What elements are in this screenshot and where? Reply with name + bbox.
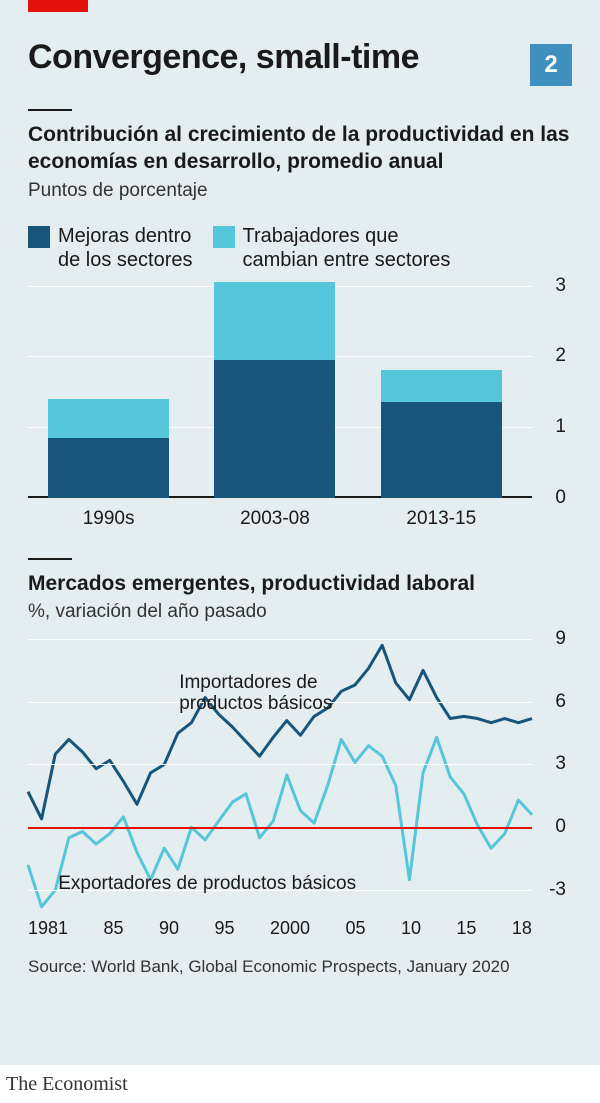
bar-group: 2003-08 xyxy=(214,286,335,498)
x-tick-label: 2003-08 xyxy=(214,498,335,530)
x-tick-label: 05 xyxy=(345,918,365,939)
x-tick-label: 90 xyxy=(159,918,179,939)
x-tick-label: 1990s xyxy=(48,498,169,530)
bar-chart: 01231990s2003-082013-15 xyxy=(28,286,572,526)
series-label: Exportadores de productos básicos xyxy=(58,873,356,895)
gridline xyxy=(28,639,532,640)
y-tick-label: 9 xyxy=(555,628,566,650)
line-subtitle: Mercados emergentes, productividad labor… xyxy=(28,570,572,597)
bar-seg-within xyxy=(48,438,169,498)
x-tick-label: 85 xyxy=(104,918,124,939)
bar-seg-within xyxy=(381,402,502,497)
section-rule xyxy=(28,109,72,111)
x-tick-label: 15 xyxy=(456,918,476,939)
chart-card: 2 Convergence, small-time Contribución a… xyxy=(0,0,600,1065)
line-chart: -30369Importadores deproductos básicosEx… xyxy=(28,639,572,939)
legend-item: Trabajadores quecambian entre sectores xyxy=(213,224,451,272)
bar-seg-between xyxy=(48,399,169,438)
bar-units: Puntos de porcentaje xyxy=(28,180,572,202)
gridline xyxy=(28,764,532,765)
bar-seg-between xyxy=(381,370,502,402)
y-tick-label: 6 xyxy=(555,691,566,713)
y-tick-label: 2 xyxy=(555,345,566,367)
legend-item: Mejoras dentrode los sectores xyxy=(28,224,193,272)
top-red-tab xyxy=(28,0,88,12)
x-tick-label: 95 xyxy=(214,918,234,939)
x-tick-label: 18 xyxy=(512,918,532,939)
legend-label: Mejoras dentrode los sectores xyxy=(58,224,193,272)
bar-subtitle: Contribución al crecimiento de la produc… xyxy=(28,121,572,176)
bar-seg-within xyxy=(214,360,335,498)
legend-swatch xyxy=(28,226,50,248)
series-label: Importadores deproductos básicos xyxy=(179,672,332,716)
y-tick-label: 0 xyxy=(555,487,566,509)
x-tick-label: 10 xyxy=(401,918,421,939)
chart-index-badge: 2 xyxy=(530,44,572,86)
x-tick-label: 2013-15 xyxy=(381,498,502,530)
chart-title: Convergence, small-time xyxy=(28,0,572,77)
y-tick-label: 1 xyxy=(555,416,566,438)
zero-line xyxy=(28,827,532,829)
line-x-axis: 1981 85 90 95 2000 05 10 15 18 xyxy=(28,918,532,939)
x-tick-label: 1981 xyxy=(28,918,68,939)
footer-credit: The Economist xyxy=(0,1065,600,1103)
bar-group: 1990s xyxy=(48,286,169,498)
legend-label: Trabajadores quecambian entre sectores xyxy=(243,224,451,272)
bar-legend: Mejoras dentrode los sectores Trabajadore… xyxy=(28,224,572,272)
line-units: %, variación del año pasado xyxy=(28,601,572,623)
source-text: Source: World Bank, Global Economic Pros… xyxy=(28,957,572,977)
y-tick-label: -3 xyxy=(549,879,566,901)
legend-swatch xyxy=(213,226,235,248)
bar-seg-between xyxy=(214,282,335,360)
y-tick-label: 0 xyxy=(555,816,566,838)
y-tick-label: 3 xyxy=(555,275,566,297)
x-tick-label: 2000 xyxy=(270,918,310,939)
y-tick-label: 3 xyxy=(555,753,566,775)
section-rule xyxy=(28,558,72,560)
bar-group: 2013-15 xyxy=(381,286,502,498)
